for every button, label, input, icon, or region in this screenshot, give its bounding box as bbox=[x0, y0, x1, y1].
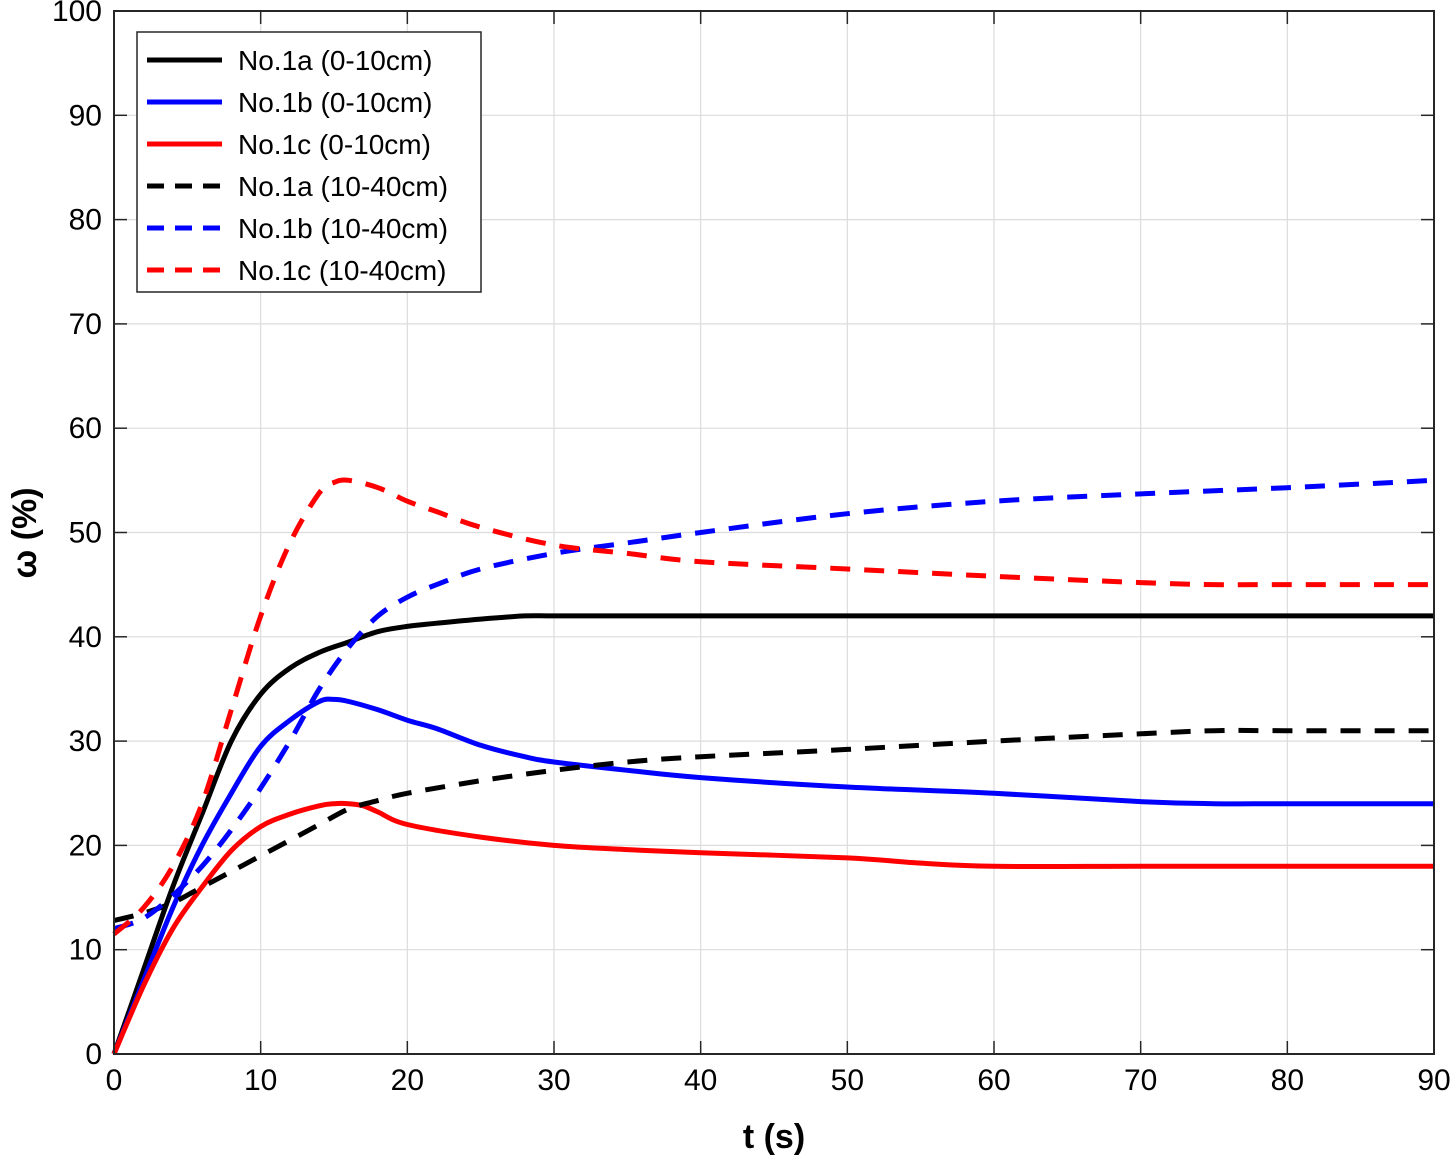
y-tick-label: 40 bbox=[69, 621, 102, 654]
y-tick-label: 70 bbox=[69, 308, 102, 341]
y-tick-label: 60 bbox=[69, 412, 102, 445]
x-tick-label: 30 bbox=[537, 1064, 570, 1097]
y-tick-label: 30 bbox=[69, 725, 102, 758]
y-tick-label: 90 bbox=[69, 99, 102, 132]
legend-label: No.1b (10-40cm) bbox=[238, 213, 448, 244]
y-axis-title: ω (%) bbox=[6, 487, 44, 578]
x-tick-label: 70 bbox=[1124, 1064, 1157, 1097]
y-tick-label: 10 bbox=[69, 934, 102, 967]
series-line-4 bbox=[113, 727, 1434, 923]
series-line-6 bbox=[112, 477, 1434, 936]
x-tick-label: 60 bbox=[977, 1064, 1010, 1097]
x-tick-label: 10 bbox=[244, 1064, 277, 1097]
series-line-3 bbox=[111, 800, 1434, 1055]
legend-label: No.1a (10-40cm) bbox=[238, 171, 448, 202]
y-tick-label: 0 bbox=[85, 1038, 102, 1071]
legend-label: No.1b (0-10cm) bbox=[238, 87, 433, 118]
series-line-5 bbox=[113, 477, 1435, 932]
series-line-2 bbox=[111, 696, 1434, 1055]
legend-label: No.1a (0-10cm) bbox=[238, 45, 433, 76]
x-axis-title: t (s) bbox=[743, 1118, 805, 1156]
grid-lines bbox=[114, 11, 1434, 1054]
y-tick-label: 100 bbox=[52, 0, 102, 28]
x-tick-label: 50 bbox=[831, 1064, 864, 1097]
axis-ticks bbox=[113, 10, 1435, 1055]
series-line-1 bbox=[111, 613, 1434, 1055]
x-tick-label: 80 bbox=[1271, 1064, 1304, 1097]
x-tick-label: 90 bbox=[1417, 1064, 1450, 1097]
legend: No.1a (0-10cm) No.1b (0-10cm) No.1c (0-10c… bbox=[136, 31, 482, 293]
legend-box bbox=[136, 31, 482, 293]
legend-label: No.1c (0-10cm) bbox=[238, 129, 431, 160]
legend-label: No.1c (10-40cm) bbox=[238, 255, 447, 286]
y-tick-label: 20 bbox=[69, 829, 102, 862]
y-tick-label: 50 bbox=[69, 517, 102, 550]
series-lines bbox=[111, 477, 1435, 1055]
x-tick-label: 40 bbox=[684, 1064, 717, 1097]
x-tick-label: 20 bbox=[391, 1064, 424, 1097]
y-tick-label: 80 bbox=[69, 204, 102, 237]
x-tick-label: 0 bbox=[106, 1064, 123, 1097]
axis-tick-labels: 0 10 20 30 40 50 60 70 80 90 0 10 20 30 40 50 60 70 80 90 10… bbox=[52, 0, 1451, 1097]
